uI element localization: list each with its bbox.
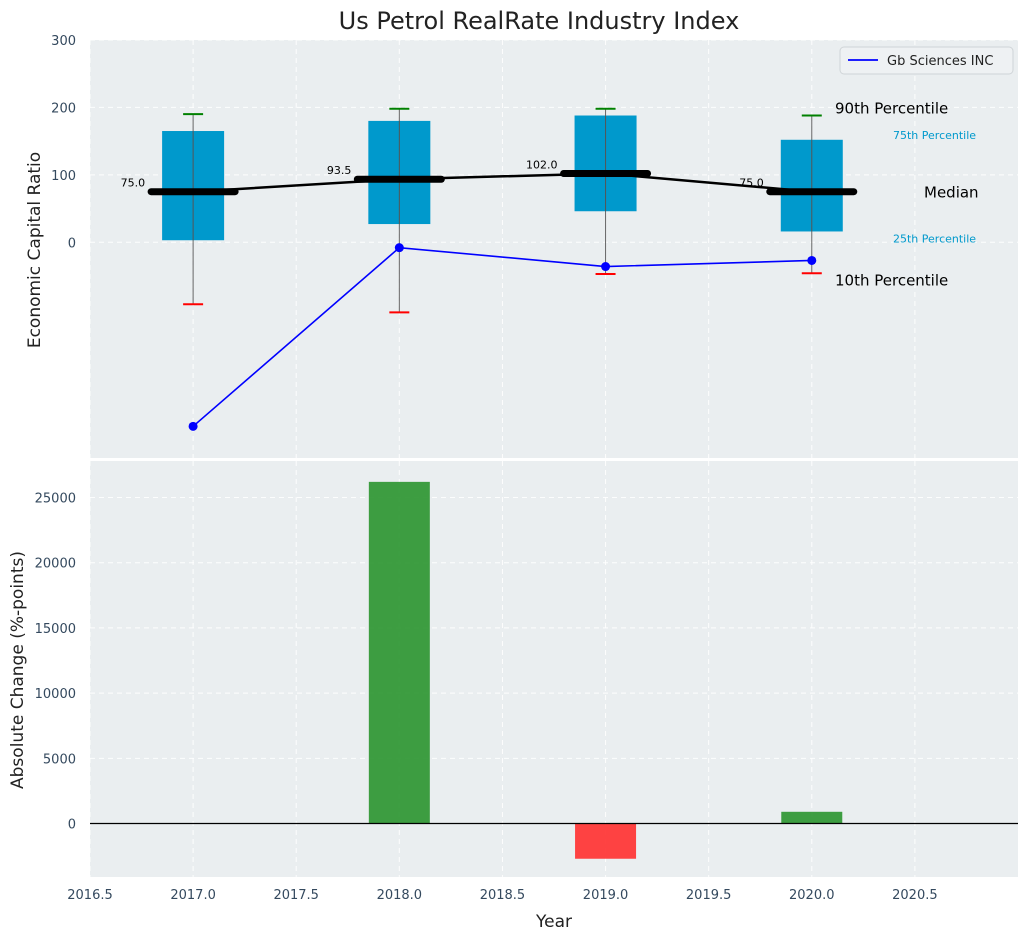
bottom-y-tick-label: 5000 (43, 752, 76, 767)
legend-box (839, 46, 1014, 75)
change-bar (781, 811, 843, 824)
median-value-label: 75.0 (121, 177, 146, 190)
series-line (192, 246, 812, 427)
annotation-p10: 10th Percentile (835, 271, 948, 289)
annotation-p90: 90th Percentile (835, 100, 948, 118)
bottom-y-tick-label: 0 (68, 818, 76, 833)
median-trend-line (193, 172, 812, 193)
top-y-tick-label: 0 (68, 236, 76, 251)
top-plot-background (90, 40, 1018, 458)
bottom-y-tick-label: 20000 (35, 557, 76, 572)
median-value-label: 93.5 (327, 164, 352, 177)
legend-entry-label: Gb Sciences INC (887, 54, 993, 69)
bottom-y-tick-label: 15000 (35, 622, 76, 637)
x-tick-label: 2016.5 (67, 888, 113, 903)
bottom-y-tick-label: 10000 (35, 687, 76, 702)
top-y-tick-label: 200 (51, 101, 76, 116)
bottom-plot-background (90, 461, 1018, 877)
x-tick-label: 2017.0 (170, 888, 216, 903)
x-tick-label: 2019.0 (583, 888, 629, 903)
series-point (807, 255, 817, 265)
change-bar (575, 823, 637, 859)
top-panel: 0 100 200 300 75.0 93.5 102.0 75.0 90th Percenti… (51, 34, 1018, 458)
bottom-panel: 2016.5 2017.0 2017.5 2018.0 2018.5 2019.0 2019… (35, 461, 1018, 903)
annotation-p25: 25th Percentile (893, 232, 976, 245)
x-tick-label: 2019.5 (686, 888, 732, 903)
median-value-label: 102.0 (526, 158, 558, 171)
annotation-p75: 75th Percentile (893, 129, 976, 142)
x-axis-label: Year (535, 912, 572, 932)
median-value-label: 75.0 (739, 177, 764, 190)
chart-title: Us Petrol RealRate Industry Index (339, 7, 740, 35)
bottom-y-tick-label: 25000 (35, 492, 76, 507)
annotation-median: Median (924, 184, 979, 202)
x-tick-label: 2018.5 (480, 888, 526, 903)
top-y-axis-label: Economic Capital Ratio (25, 152, 45, 348)
series-point (394, 243, 404, 253)
top-y-tick-label: 300 (51, 34, 76, 49)
x-tick-label: 2018.0 (377, 888, 423, 903)
x-tick-label: 2020.5 (892, 888, 938, 903)
top-y-tick-label: 100 (51, 169, 76, 184)
change-bar (368, 481, 430, 824)
x-tick-label: 2020.0 (789, 888, 835, 903)
bottom-y-axis-label: Absolute Change (%-points) (8, 551, 28, 789)
x-tick-label: 2017.5 (273, 888, 319, 903)
series-point (601, 262, 611, 272)
series-point (188, 421, 198, 431)
